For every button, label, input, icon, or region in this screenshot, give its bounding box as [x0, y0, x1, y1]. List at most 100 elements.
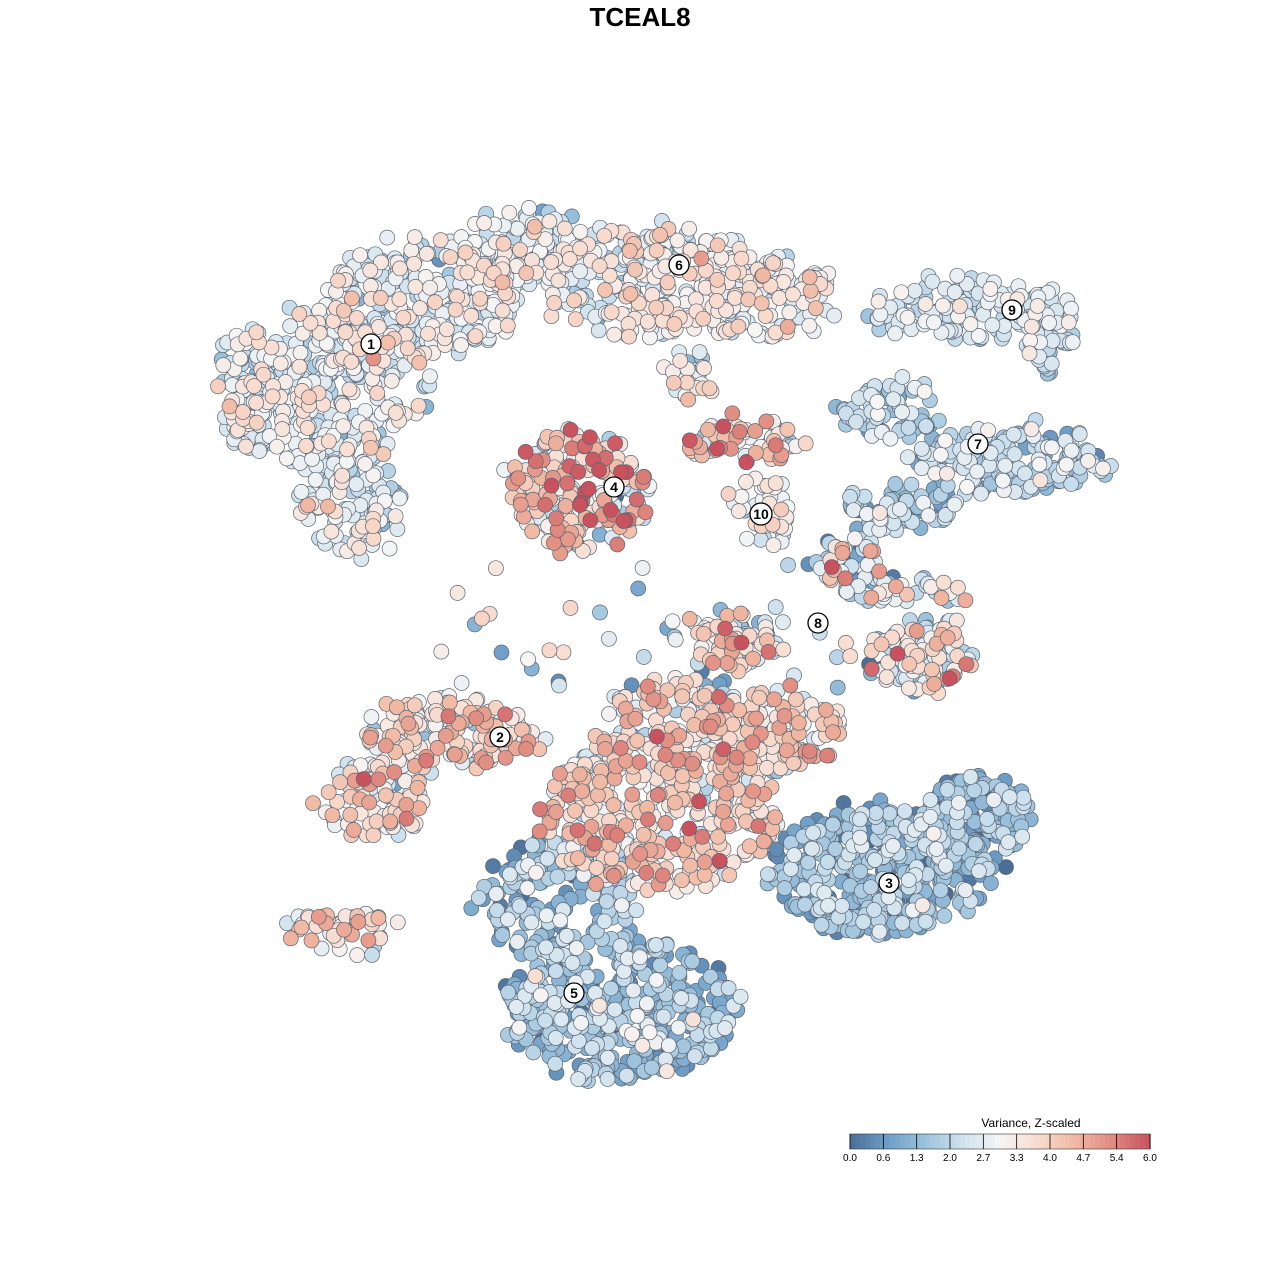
- colorbar-segment: [970, 1134, 976, 1149]
- cell-point: [924, 661, 940, 678]
- colorbar-segment: [1100, 1134, 1106, 1149]
- cell-point: [293, 484, 310, 500]
- cell-point: [569, 850, 586, 867]
- cell-point: [721, 867, 738, 883]
- cell-point: [732, 605, 749, 622]
- cell-point: [599, 1049, 616, 1066]
- legend-tick-label: 1.3: [910, 1153, 924, 1164]
- cell-point: [422, 279, 438, 296]
- cell-point: [348, 476, 365, 493]
- cell-point: [407, 279, 424, 295]
- cell-point: [517, 444, 534, 460]
- cell-point: [537, 496, 553, 513]
- cluster-label-5: 5: [563, 982, 585, 1004]
- cell-point: [364, 947, 380, 963]
- cell-point: [489, 902, 505, 919]
- cluster-label-1: 1: [360, 333, 382, 355]
- cluster-label-9: 9: [1001, 299, 1023, 321]
- legend-title: Variance, Z-scaled: [981, 1116, 1080, 1130]
- cell-point: [665, 374, 682, 391]
- cell-point: [549, 868, 566, 885]
- cell-point: [548, 804, 564, 820]
- cell-point: [901, 680, 917, 697]
- cell-point: [684, 755, 701, 772]
- cell-point: [744, 734, 761, 751]
- cell-point: [628, 491, 645, 508]
- colorbar-segment: [935, 1134, 941, 1149]
- cell-point: [922, 792, 939, 808]
- cell-point: [627, 261, 643, 278]
- colorbar-segment: [910, 1134, 916, 1149]
- cell-point: [648, 299, 665, 316]
- cell-point: [705, 655, 721, 671]
- cell-point: [813, 916, 830, 933]
- cell-point: [606, 326, 623, 343]
- cell-point: [566, 292, 582, 309]
- cell-point: [525, 1044, 542, 1061]
- cell-point: [629, 732, 646, 749]
- cell-point: [528, 864, 544, 881]
- colorbar-segment: [985, 1134, 991, 1149]
- cell-point: [582, 512, 599, 529]
- cell-point: [1014, 828, 1031, 845]
- cell-point: [440, 708, 457, 725]
- cell-point: [527, 968, 544, 984]
- cluster-label-text: 4: [610, 479, 618, 495]
- cluster-label-6: 6: [668, 254, 690, 276]
- cell-point: [638, 865, 655, 881]
- cell-point: [652, 957, 668, 974]
- cell-point: [472, 290, 488, 307]
- colorbar-segment: [1110, 1134, 1116, 1149]
- cell-point: [681, 432, 698, 449]
- cell-point: [418, 752, 435, 769]
- cell-point: [863, 661, 880, 677]
- cell-point: [493, 644, 510, 661]
- cell-point: [381, 540, 398, 557]
- cell-point: [766, 691, 783, 708]
- cell-point: [562, 600, 579, 616]
- cell-point: [551, 677, 567, 694]
- cell-point: [684, 953, 701, 970]
- cell-point: [363, 709, 380, 725]
- cell-point: [767, 809, 783, 826]
- cell-point: [711, 852, 728, 869]
- cell-point: [406, 697, 423, 714]
- colorbar-segment: [1115, 1134, 1121, 1149]
- cell-point: [601, 630, 617, 647]
- cell-point: [882, 430, 899, 447]
- cell-point: [834, 545, 851, 561]
- cell-point: [412, 300, 428, 317]
- cell-point: [765, 537, 782, 554]
- cell-point: [389, 914, 406, 931]
- colorbar-segment: [920, 1134, 926, 1149]
- cell-point: [674, 768, 691, 784]
- cell-point: [557, 498, 574, 514]
- colorbar-segment: [1085, 1134, 1091, 1149]
- cell-point: [691, 793, 707, 810]
- cell-point: [957, 882, 974, 899]
- cell-point: [732, 988, 749, 1005]
- cell-point: [255, 366, 272, 383]
- cell-point: [248, 394, 265, 411]
- cell-point: [1023, 318, 1040, 335]
- cell-point: [560, 787, 577, 804]
- cell-point: [395, 309, 412, 326]
- cell-point: [603, 304, 620, 321]
- cell-point: [655, 1008, 672, 1025]
- cluster-label-10: 10: [749, 502, 773, 526]
- cell-point: [958, 656, 975, 673]
- cell-point: [478, 754, 494, 771]
- cell-point: [901, 656, 918, 672]
- cell-point: [906, 282, 923, 299]
- colorbar-segment: [880, 1134, 886, 1149]
- cell-point: [518, 265, 535, 281]
- cell-point: [406, 229, 423, 245]
- cell-point: [936, 907, 953, 924]
- cell-point: [418, 245, 435, 262]
- cell-point: [665, 835, 681, 852]
- cell-point: [696, 854, 713, 870]
- cell-point: [654, 867, 671, 884]
- colorbar-segment: [900, 1134, 906, 1149]
- cell-point: [592, 604, 608, 621]
- cluster-label-text: 1: [367, 336, 375, 352]
